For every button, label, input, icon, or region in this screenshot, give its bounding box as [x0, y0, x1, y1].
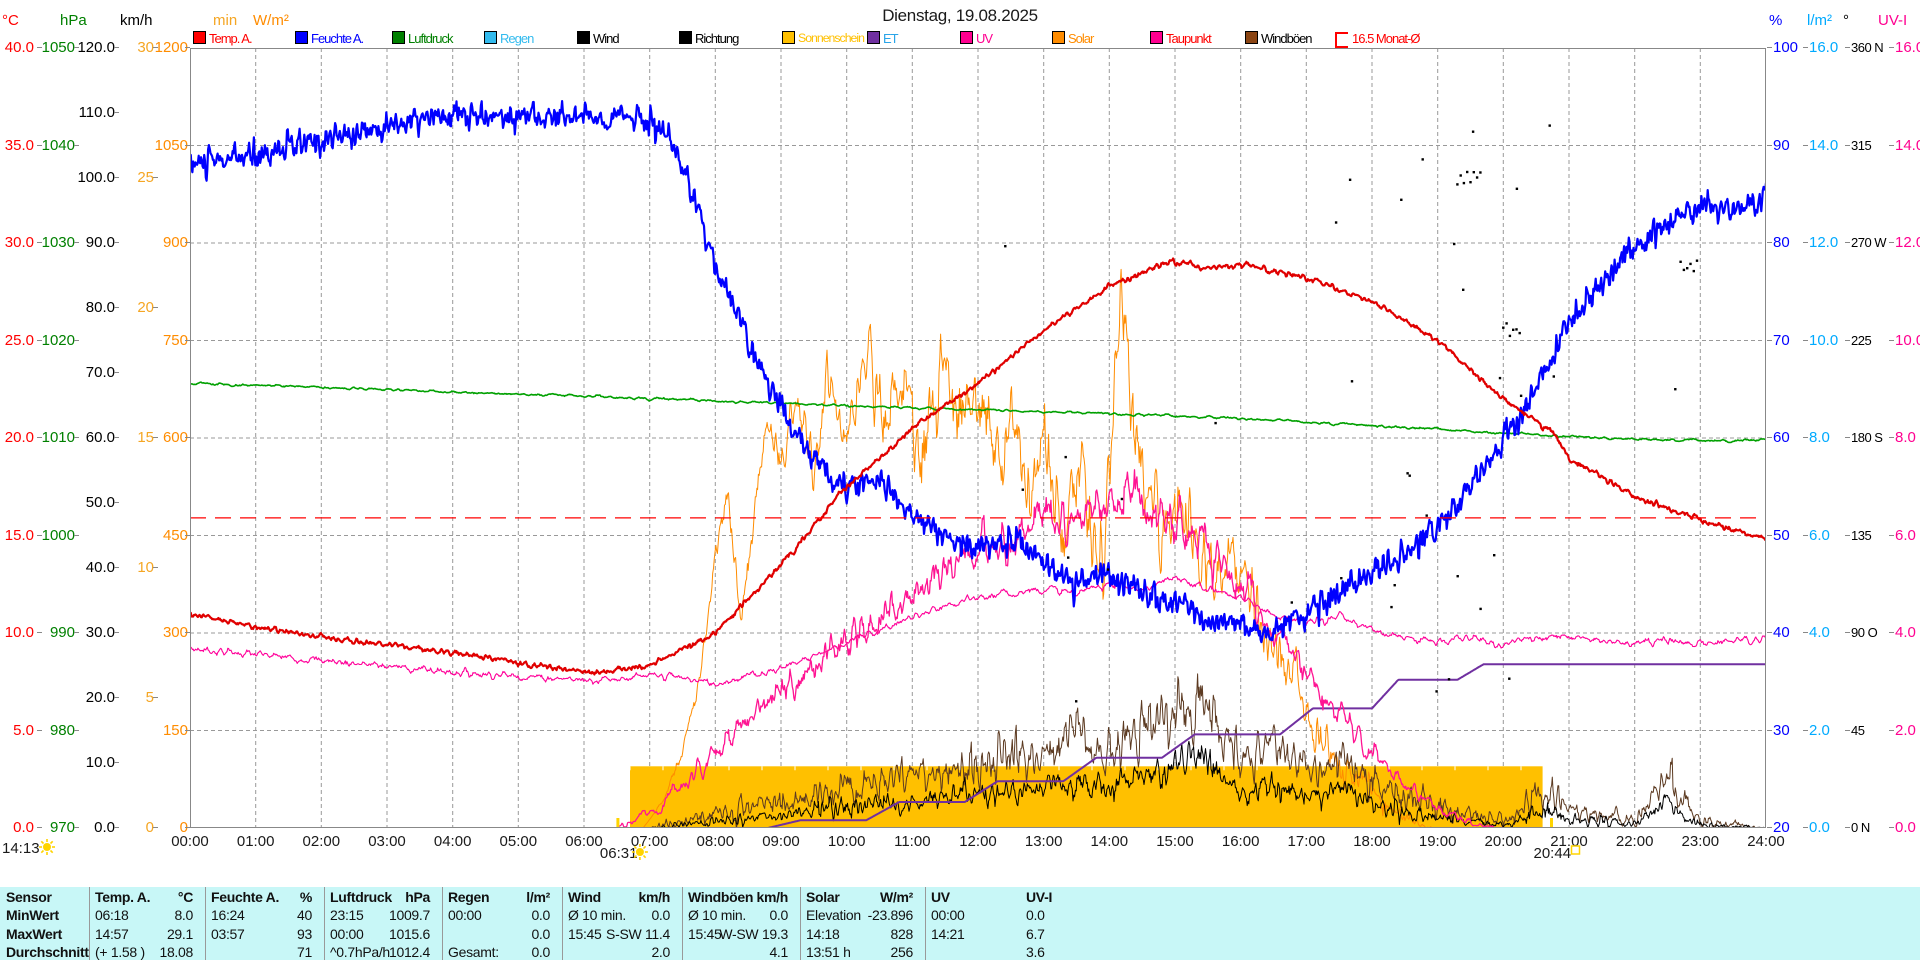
svg-text:14:13: 14:13: [2, 840, 40, 857]
svg-text:20:44: 20:44: [1534, 845, 1572, 862]
svg-text:06:31: 06:31: [600, 845, 638, 862]
